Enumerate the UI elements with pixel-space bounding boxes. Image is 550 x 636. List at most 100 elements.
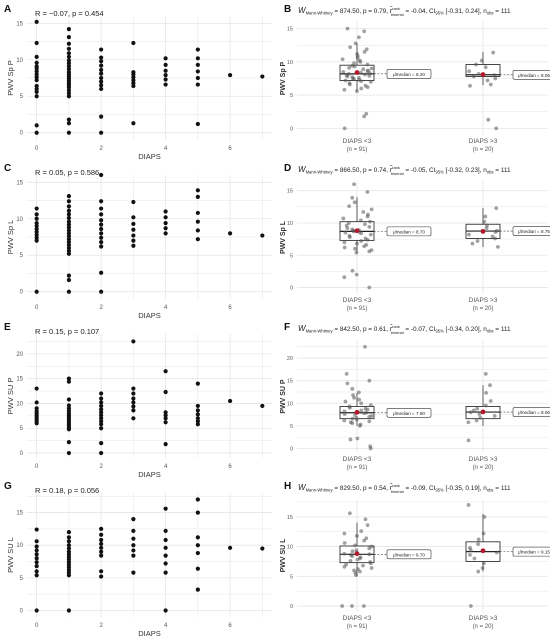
data-point (66, 242, 72, 248)
y-tick-label: 15 (16, 377, 23, 383)
jitter-point (345, 381, 350, 386)
group-0: μ̂median = 8.70 DIAPS <3 (n = 91) (339, 182, 432, 312)
data-point (34, 235, 39, 240)
jitter-point (350, 604, 354, 608)
y-tick-label: 0 (20, 451, 24, 457)
group-label: DIAPS <3 (343, 297, 372, 304)
jitter-point (369, 566, 374, 570)
jitter-point (468, 410, 473, 415)
x-tick-label: 2 (99, 623, 103, 629)
mean-point (480, 548, 486, 554)
jitter-point (362, 114, 367, 119)
jitter-point (343, 230, 348, 235)
data-point (34, 527, 39, 532)
data-point (195, 228, 200, 233)
data-point (66, 231, 72, 236)
jitter-point (346, 221, 351, 225)
data-point (195, 412, 200, 417)
jitter-point (368, 219, 372, 224)
data-point (99, 75, 104, 81)
stat-symbol: W (298, 483, 307, 492)
data-point (131, 227, 136, 232)
data-point (227, 72, 233, 78)
data-point (66, 27, 72, 32)
y-tick-label: 10 (287, 221, 293, 227)
y-tick-label: 10 (287, 60, 293, 66)
data-point (227, 398, 233, 404)
data-point (34, 560, 39, 565)
data-point (66, 194, 72, 199)
mean-point (480, 72, 486, 77)
data-point (163, 62, 168, 67)
panel-label: D (284, 163, 291, 174)
data-point (66, 225, 72, 230)
y-tick-label: 0 (20, 131, 24, 137)
data-point (163, 56, 168, 61)
jitter-point (474, 62, 478, 67)
data-point (131, 404, 136, 409)
x-tick-label: 6 (228, 305, 232, 311)
data-point (34, 406, 39, 411)
data-point (66, 251, 72, 256)
stat-header: WMann-Whitney = 866.50, p = 0.74, r̂rank… (298, 165, 511, 176)
data-point (131, 221, 136, 226)
group-1: μ̂median = 8.06 DIAPS >3 (n = 20) (465, 372, 550, 471)
data-point (66, 289, 72, 294)
jitter-point (468, 83, 472, 88)
data-point (99, 396, 104, 401)
data-point (195, 75, 200, 81)
y-tick-label: 0 (290, 126, 293, 132)
effect-superscript: rank (392, 6, 400, 11)
jitter-point (354, 250, 359, 255)
jitter-point (368, 403, 373, 407)
jitter-point (367, 73, 372, 78)
jitter-point (467, 69, 472, 74)
jitter-point (342, 551, 347, 556)
data-point (99, 441, 104, 446)
data-point (99, 545, 104, 550)
x-tick-label: 4 (164, 623, 168, 629)
data-point (163, 410, 168, 415)
stat-header: WMann-Whitney = 874.50, p = 0.79, r̂rank… (298, 6, 511, 17)
mean-point (480, 228, 486, 234)
jitter-point (471, 408, 476, 413)
data-point (163, 545, 168, 550)
median-label-box (512, 226, 550, 236)
jitter-point (369, 66, 374, 71)
data-point (66, 208, 72, 213)
jitter-point (344, 372, 349, 376)
data-point (66, 46, 72, 51)
jitter-point (485, 78, 490, 83)
jitter-point (361, 67, 366, 72)
jitter-point (365, 237, 370, 242)
data-point (34, 83, 39, 89)
panel-label: G (4, 481, 12, 492)
stat-symbol: W (298, 6, 307, 15)
data-point (195, 497, 200, 502)
stat-symbol: W (298, 324, 307, 333)
data-point (195, 62, 200, 67)
jitter-point (352, 182, 356, 187)
effect-symbol: r̂ (389, 325, 393, 333)
data-point (66, 121, 72, 126)
data-point (66, 240, 72, 245)
data-point (99, 206, 104, 211)
jitter-point (342, 531, 347, 536)
x-tick-label: 2 (99, 305, 103, 311)
data-point (131, 78, 136, 83)
data-point (99, 403, 104, 409)
data-point (99, 410, 104, 415)
jitter-point (365, 214, 370, 219)
data-point (163, 68, 168, 73)
median-label: μ̂median = 7.90 (393, 411, 425, 416)
data-point (34, 123, 39, 128)
data-point (99, 235, 104, 240)
group-n-label: (n = 91) (347, 147, 368, 153)
y-tick-label: 15 (287, 189, 293, 195)
data-point (99, 526, 104, 531)
data-point (99, 419, 104, 424)
data-point (99, 79, 104, 84)
data-point (99, 222, 104, 227)
data-point (195, 219, 200, 224)
jitter-point (350, 554, 355, 558)
